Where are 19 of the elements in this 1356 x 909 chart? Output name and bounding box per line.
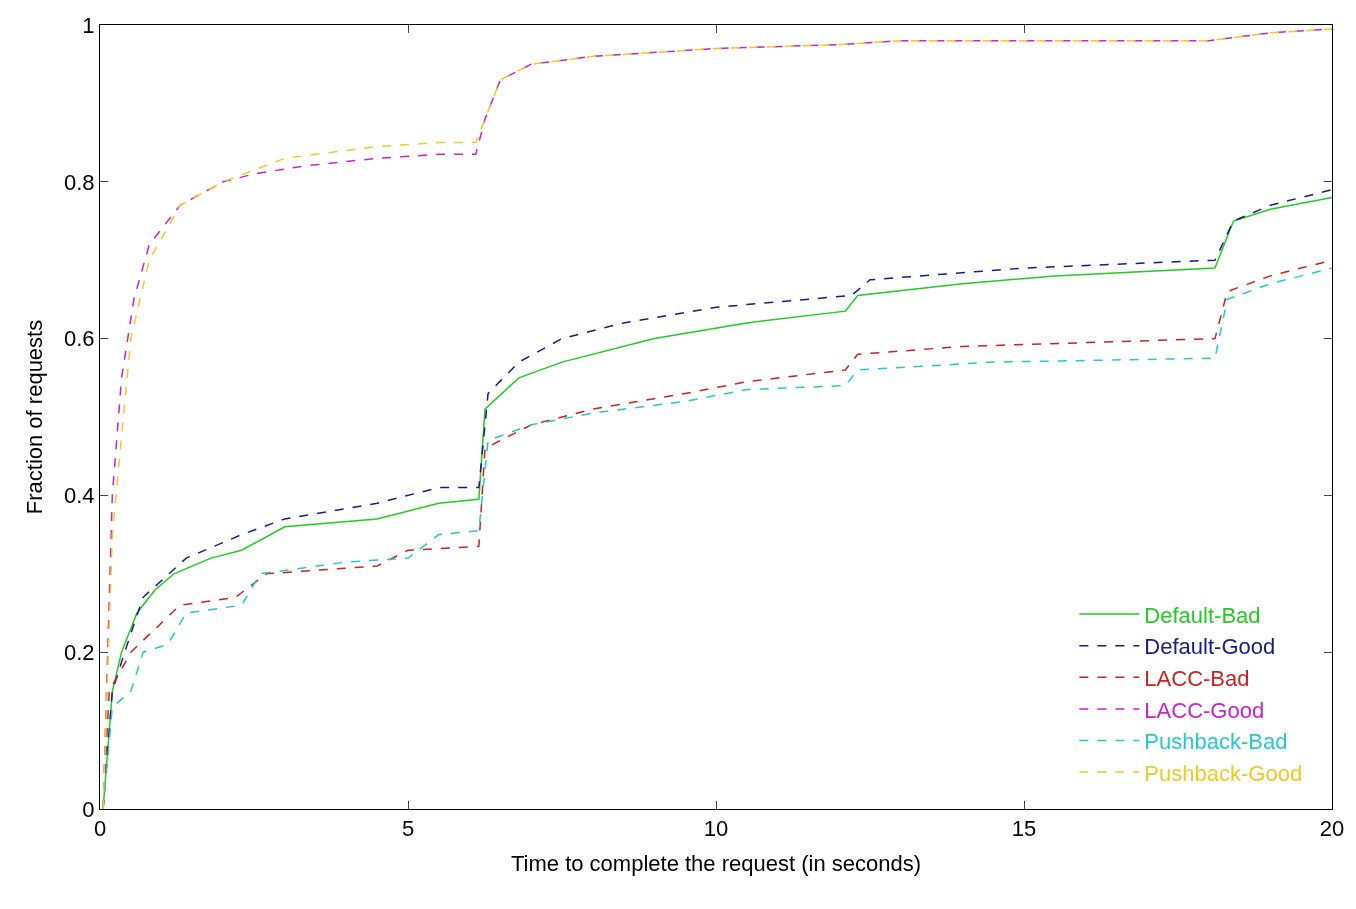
y-tick-label: 0.8	[64, 169, 95, 195]
legend-label: LACC-Bad	[1144, 665, 1250, 691]
legend-label: Default-Good	[1144, 634, 1276, 660]
y-tick-label: 0.2	[64, 639, 95, 665]
x-tick-label: 15	[1011, 816, 1037, 842]
y-tick-label: 0.6	[64, 326, 95, 352]
legend-label: LACC-Good	[1144, 697, 1265, 723]
legend-label: Default-Bad	[1144, 602, 1261, 628]
y-tick-label: 1	[82, 12, 95, 38]
x-tick-label: 5	[401, 816, 415, 842]
y-tick-label: 0	[82, 796, 95, 822]
x-axis-title: Time to complete the request (in seconds)	[510, 851, 922, 877]
legend-label: Pushback-Good	[1144, 760, 1303, 786]
line-series	[102, 28, 1332, 809]
legend-label: Pushback-Bad	[1144, 729, 1288, 755]
y-axis-title: Fraction of requests	[21, 319, 47, 515]
y-tick-label: 0.4	[64, 483, 95, 509]
x-tick-label: 10	[703, 816, 729, 842]
x-tick-label: 20	[1319, 816, 1345, 842]
